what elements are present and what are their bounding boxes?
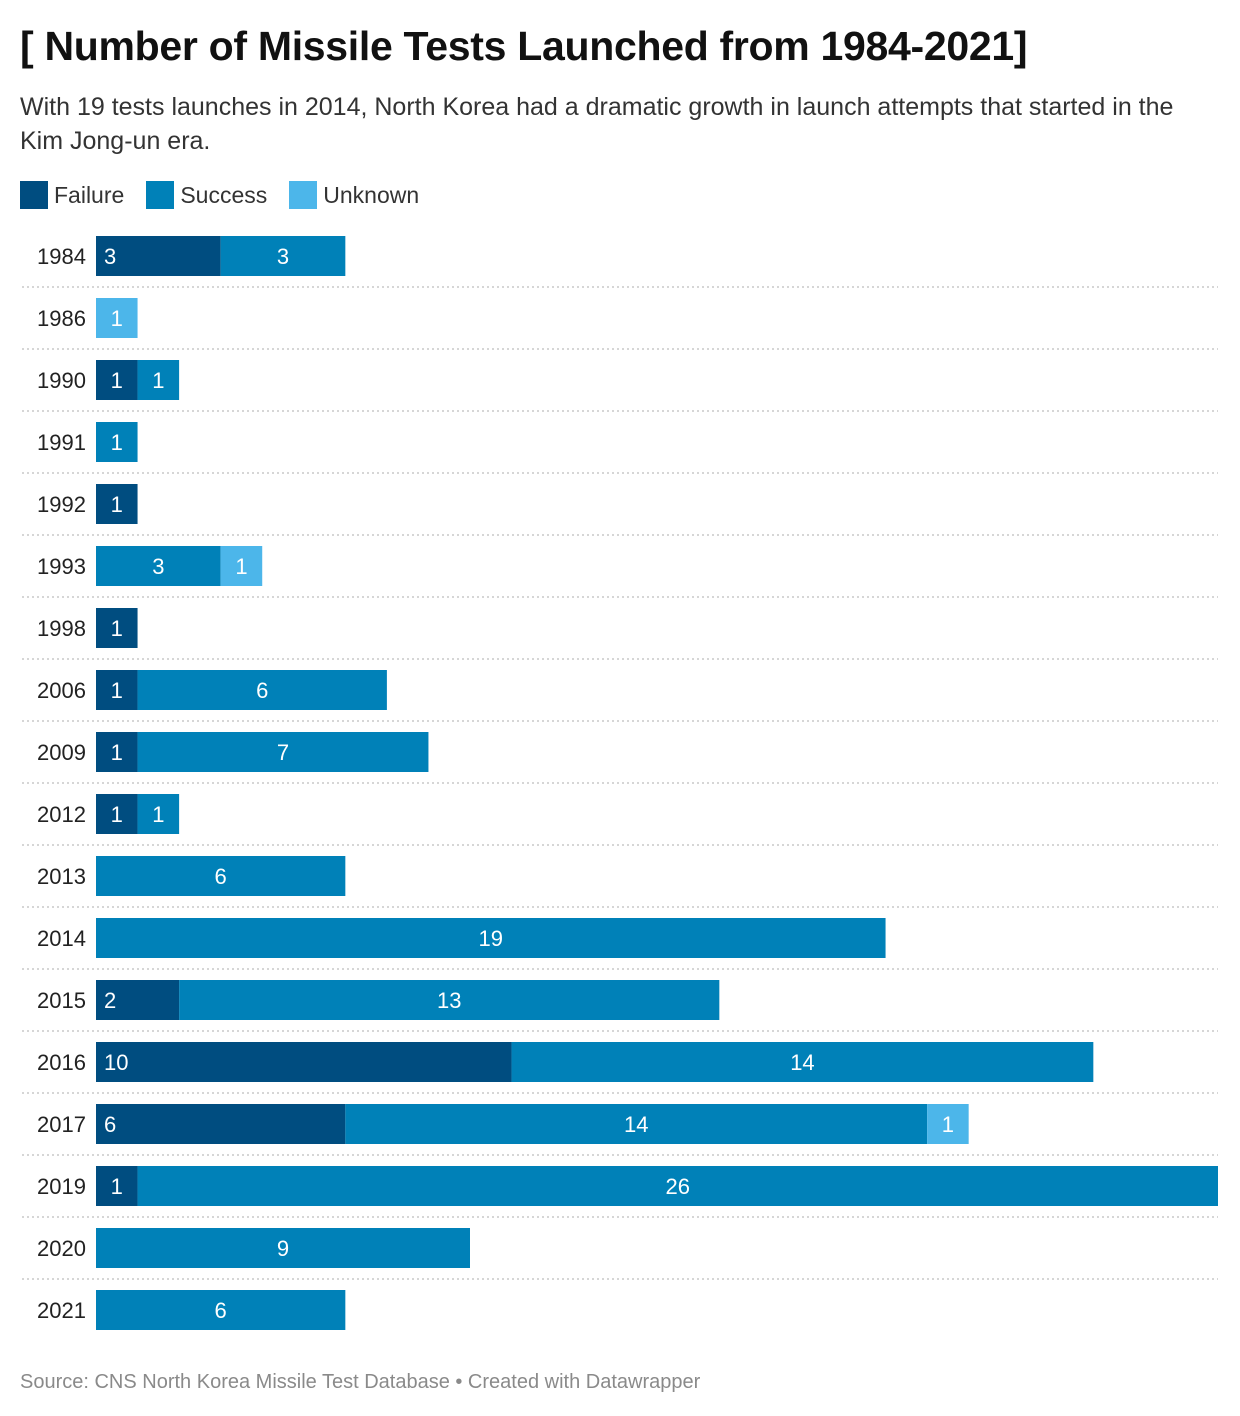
bar-2017-unknown: [927, 1104, 969, 1144]
data-label-1984-success: 3: [277, 244, 289, 269]
category-label-2020: 2020: [37, 1236, 86, 1261]
bar-1986-unknown: [96, 298, 138, 338]
category-label-2012: 2012: [37, 802, 86, 827]
bar-2015-success: [179, 980, 720, 1020]
bar-2009-failure: [96, 732, 138, 772]
data-label-1991-success: 1: [111, 430, 123, 455]
data-label-2017-failure: 6: [104, 1112, 116, 1137]
legend-label-failure: Failure: [54, 182, 125, 208]
data-label-2016-failure: 10: [104, 1050, 128, 1075]
data-label-2015-failure: 2: [104, 988, 116, 1013]
bar-1984-success: [220, 236, 346, 276]
category-label-2016: 2016: [37, 1050, 86, 1075]
data-label-1993-unknown: 1: [235, 554, 247, 579]
category-label-2015: 2015: [37, 988, 86, 1013]
bar-2017-failure: [96, 1104, 346, 1144]
bar-1984-failure: [96, 236, 221, 276]
category-label-1984: 1984: [37, 244, 86, 269]
bar-2016-success: [511, 1042, 1094, 1082]
data-label-1986-unknown: 1: [111, 306, 123, 331]
bar-1993-success: [96, 546, 221, 586]
data-label-2017-success: 14: [624, 1112, 648, 1137]
data-label-2006-success: 6: [256, 678, 268, 703]
data-label-2020-success: 9: [277, 1236, 289, 1261]
data-label-1993-success: 3: [152, 554, 164, 579]
bar-1990-success: [137, 360, 180, 400]
bar-2015-failure: [96, 980, 180, 1020]
bar-2009-success: [137, 732, 429, 772]
data-label-1998-failure: 1: [111, 616, 123, 641]
legend-swatch-unknown: [289, 181, 318, 209]
data-label-2019-success: 26: [666, 1174, 690, 1199]
bar-1990-failure: [96, 360, 138, 400]
category-label-1993: 1993: [37, 554, 86, 579]
data-label-2014-success: 19: [479, 926, 503, 951]
bar-2017-success: [345, 1104, 928, 1144]
category-label-2014: 2014: [37, 926, 86, 951]
bar-2012-failure: [96, 794, 138, 834]
category-label-2013: 2013: [37, 864, 86, 889]
data-label-2013-success: 6: [215, 864, 227, 889]
bar-2019-failure: [96, 1166, 138, 1206]
data-label-1990-failure: 1: [111, 368, 123, 393]
category-label-1992: 1992: [37, 492, 86, 517]
bar-2013-success: [96, 856, 346, 896]
bar-2019-success: [137, 1166, 1219, 1206]
data-label-2017-unknown: 1: [942, 1112, 954, 1137]
source-note: Source: CNS North Korea Missile Test Dat…: [20, 1371, 701, 1393]
category-label-2009: 2009: [37, 740, 86, 765]
legend-swatch-success: [146, 181, 175, 209]
data-label-2021-success: 6: [215, 1298, 227, 1323]
bar-2006-failure: [96, 670, 138, 710]
data-label-2009-failure: 1: [111, 740, 123, 765]
category-label-1998: 1998: [37, 616, 86, 641]
category-label-2017: 2017: [37, 1112, 86, 1137]
bar-1993-unknown: [220, 546, 263, 586]
data-label-2012-failure: 1: [111, 802, 123, 827]
data-label-1990-success: 1: [152, 368, 164, 393]
bar-2020-success: [96, 1228, 470, 1268]
bar-2012-success: [137, 794, 180, 834]
data-label-2009-success: 7: [277, 740, 289, 765]
chart-legend: Failure Success Unknown: [20, 180, 441, 210]
category-label-2019: 2019: [37, 1174, 86, 1199]
chart-title: [ Number of Missile Tests Launched from …: [20, 23, 1028, 69]
bar-2016-failure: [96, 1042, 512, 1082]
category-label-1990: 1990: [37, 368, 86, 393]
legend-item-unknown: Unknown: [289, 180, 419, 210]
legend-item-failure: Failure: [20, 180, 124, 210]
legend-label-success: Success: [180, 182, 268, 208]
bar-2014-success: [96, 918, 886, 958]
bar-1991-success: [96, 422, 138, 462]
bar-1998-failure: [96, 608, 138, 648]
legend-item-success: Success: [146, 180, 267, 210]
data-label-2016-success: 14: [790, 1050, 814, 1075]
category-label-1986: 1986: [37, 306, 86, 331]
data-label-1984-failure: 3: [104, 244, 116, 269]
legend-label-unknown: Unknown: [323, 182, 420, 208]
data-label-2015-success: 13: [437, 988, 461, 1013]
category-label-2021: 2021: [37, 1298, 86, 1323]
bar-2006-success: [137, 670, 387, 710]
chart-subtitle: With 19 tests launches in 2014, North Ko…: [20, 93, 1174, 155]
data-label-2012-success: 1: [152, 802, 164, 827]
legend-swatch-failure: [20, 181, 48, 209]
data-label-2019-failure: 1: [111, 1174, 123, 1199]
category-label-1991: 1991: [37, 430, 86, 455]
bar-1992-failure: [96, 484, 138, 524]
data-label-1992-failure: 1: [111, 492, 123, 517]
data-label-2006-failure: 1: [111, 678, 123, 703]
category-label-2006: 2006: [37, 678, 86, 703]
bar-2021-success: [96, 1290, 346, 1330]
